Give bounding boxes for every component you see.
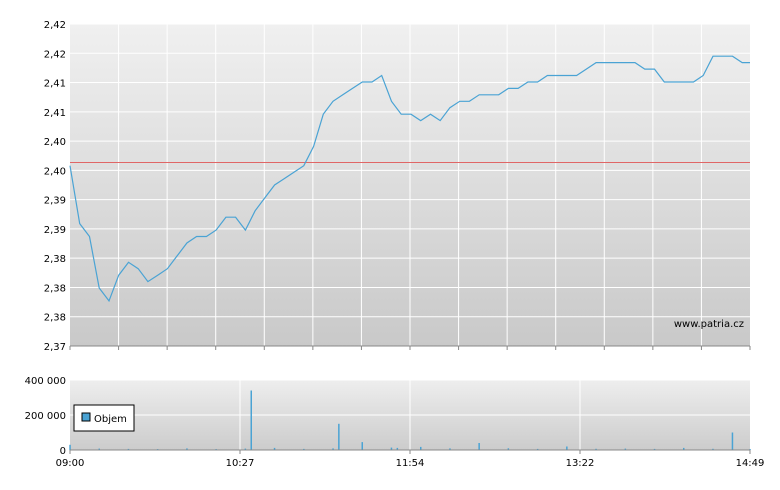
price-gridlines xyxy=(70,23,750,347)
volume-bar xyxy=(390,447,393,450)
price-y-tick-label: 2,38 xyxy=(44,283,66,294)
volume-bar xyxy=(361,442,363,450)
volume-legend: Objem xyxy=(73,404,135,432)
price-y-axis: 2,42 2,42 2,41 2,41 2,40 2,40 2,39 2,39 2,38 2,38… xyxy=(44,20,66,353)
price-series-line xyxy=(69,55,750,303)
volume-y-tick-label: 0 xyxy=(60,446,66,457)
volume-bar xyxy=(478,443,480,450)
watermark: www.patria.cz xyxy=(674,319,744,330)
volume-bar xyxy=(273,447,276,450)
price-y-tick-label: 2,38 xyxy=(44,254,66,265)
legend-label: Objem xyxy=(94,414,127,425)
price-y-tick-label: 2,40 xyxy=(44,137,66,148)
volume-bars xyxy=(69,390,751,451)
volume-bar xyxy=(653,448,656,450)
price-y-tick-label: 2,39 xyxy=(44,196,66,207)
volume-bar xyxy=(731,432,734,450)
volume-y-axis: 400 000 200 000 0 xyxy=(25,376,66,457)
legend-swatch xyxy=(81,412,91,422)
volume-y-tick-label: 200 000 xyxy=(25,411,66,422)
volume-y-tick-label: 400 000 xyxy=(25,376,66,387)
volume-bar xyxy=(186,448,188,450)
volume-bar xyxy=(449,448,451,450)
volume-x-axis: 09:00 10:27 11:54 13:22 14:49 xyxy=(56,450,765,469)
price-y-tick-label: 2,42 xyxy=(44,49,66,60)
volume-bar xyxy=(127,448,130,450)
volume-bar xyxy=(420,446,422,450)
volume-bar xyxy=(566,446,568,450)
volume-bar xyxy=(595,448,597,450)
x-tick-label: 09:00 xyxy=(56,458,85,469)
x-tick-label: 13:22 xyxy=(566,458,595,469)
volume-bar xyxy=(69,444,71,451)
volume-bar xyxy=(749,449,751,450)
volume-bar xyxy=(683,447,685,450)
price-y-tick-label: 2,38 xyxy=(44,313,66,324)
price-y-tick-label: 2,37 xyxy=(44,342,66,353)
volume-bar xyxy=(332,448,334,450)
price-y-tick-label: 2,39 xyxy=(44,225,66,236)
volume-bar xyxy=(712,448,714,450)
x-tick-label: 14:49 xyxy=(736,458,765,469)
price-x-ticks xyxy=(69,346,751,350)
price-y-tick-label: 2,41 xyxy=(44,79,66,90)
price-y-tick-label: 2,40 xyxy=(44,166,66,177)
volume-bar xyxy=(536,448,539,450)
volume-bar xyxy=(624,448,627,450)
volume-bar xyxy=(338,423,340,451)
volume-bar xyxy=(303,448,305,450)
volume-bar xyxy=(507,448,510,451)
x-tick-label: 10:27 xyxy=(226,458,255,469)
volume-bar xyxy=(244,448,247,450)
volume-bar xyxy=(98,448,100,450)
volume-bar xyxy=(396,447,399,450)
price-y-tick-label: 2,41 xyxy=(44,108,66,119)
x-tick-label: 11:54 xyxy=(396,458,425,469)
price-y-tick-label: 2,42 xyxy=(44,20,66,31)
volume-bar xyxy=(250,390,252,450)
